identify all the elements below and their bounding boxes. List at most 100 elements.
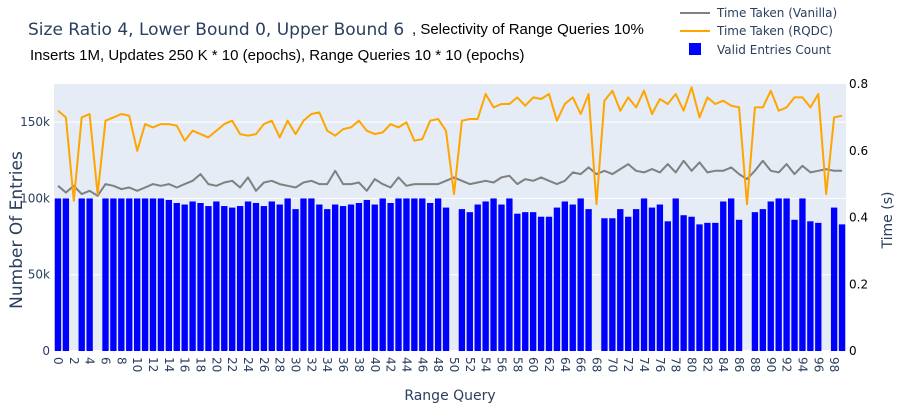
x-tick-label: 58 bbox=[510, 357, 524, 372]
bar-series bbox=[54, 198, 846, 351]
bar bbox=[371, 204, 378, 351]
bar bbox=[395, 198, 402, 351]
x-tick-label: 24 bbox=[241, 357, 255, 372]
x-tick-label: 28 bbox=[273, 357, 287, 372]
x-tick-label: 2 bbox=[67, 357, 81, 365]
x-tick-label: 48 bbox=[431, 357, 445, 372]
x-tick-label: 0 bbox=[51, 357, 65, 365]
bar bbox=[569, 204, 576, 351]
bar bbox=[252, 203, 260, 351]
bar bbox=[324, 209, 331, 351]
x-tick-label: 60 bbox=[526, 357, 540, 372]
x-tick-label: 52 bbox=[463, 357, 477, 372]
x-tick-label: 36 bbox=[336, 357, 350, 372]
y2-tick-label: 0 bbox=[849, 344, 857, 358]
x-tick-label: 10 bbox=[130, 357, 144, 372]
legend-item-valid-entries[interactable]: Valid Entries Count bbox=[689, 43, 831, 57]
bar bbox=[735, 219, 743, 351]
x-tick-label: 6 bbox=[99, 357, 113, 365]
bar bbox=[767, 201, 774, 351]
x-tick-label: 84 bbox=[716, 357, 730, 372]
bar bbox=[78, 198, 85, 351]
x-tick-label: 26 bbox=[257, 357, 271, 372]
bar bbox=[300, 198, 307, 351]
bar bbox=[799, 198, 806, 351]
bar bbox=[221, 206, 228, 351]
bar bbox=[791, 219, 798, 351]
line-rqdc bbox=[57, 86, 843, 206]
bar bbox=[640, 198, 648, 351]
x-tick-label: 66 bbox=[574, 357, 588, 372]
x-axis-ticks: 0 2 4 6 8 10 12 14 16 18 20 22 24 26 28 30 32 34 36 38 40 42 4… bbox=[51, 357, 841, 372]
bar bbox=[545, 216, 553, 351]
bar bbox=[165, 199, 173, 351]
x-tick-label: 14 bbox=[162, 357, 176, 372]
bar bbox=[522, 212, 529, 351]
bar bbox=[609, 218, 616, 351]
bar bbox=[157, 198, 165, 351]
legend-label-valid-entries: Valid Entries Count bbox=[717, 43, 831, 57]
bar bbox=[213, 201, 220, 351]
chart-title: Size Ratio 4, Lower Bound 0, Upper Bound… bbox=[28, 20, 404, 40]
legend-item-rqdc[interactable]: Time Taken (RQDC) bbox=[680, 24, 833, 38]
legend-item-vanilla[interactable]: Time Taken (Vanilla) bbox=[680, 6, 837, 20]
legend-label-rqdc: Time Taken (RQDC) bbox=[716, 24, 833, 38]
x-tick-label: 8 bbox=[114, 357, 128, 365]
bar bbox=[625, 216, 632, 351]
bar bbox=[236, 206, 244, 351]
x-tick-label: 12 bbox=[146, 357, 160, 372]
bar bbox=[86, 198, 93, 351]
bar bbox=[355, 203, 363, 351]
bar bbox=[331, 204, 339, 351]
bar bbox=[363, 199, 371, 351]
bar bbox=[442, 207, 450, 351]
bar bbox=[720, 201, 727, 351]
legend-label-vanilla: Time Taken (Vanilla) bbox=[716, 6, 837, 20]
x-tick-label: 16 bbox=[178, 357, 192, 372]
x-tick-label: 96 bbox=[811, 357, 825, 372]
bar bbox=[347, 204, 355, 351]
bar bbox=[339, 206, 347, 351]
legend-swatch-valid-entries bbox=[689, 43, 701, 55]
bar bbox=[490, 198, 497, 351]
bar bbox=[197, 203, 204, 351]
bar bbox=[110, 198, 117, 351]
x-tick-label: 30 bbox=[289, 357, 303, 372]
bar bbox=[244, 201, 252, 351]
x-tick-label: 44 bbox=[399, 357, 413, 372]
bar bbox=[514, 213, 521, 351]
x-tick-label: 42 bbox=[384, 357, 398, 372]
x-tick-label: 86 bbox=[732, 357, 746, 372]
bar bbox=[783, 198, 790, 351]
x-tick-label: 90 bbox=[764, 357, 778, 372]
bar bbox=[54, 198, 62, 351]
bar bbox=[181, 204, 188, 351]
line-vanilla bbox=[57, 159, 842, 197]
bar bbox=[656, 204, 664, 351]
bar bbox=[62, 198, 70, 351]
x-tick-label: 92 bbox=[780, 357, 794, 372]
x-tick-label: 22 bbox=[225, 357, 239, 372]
y2-axis-ticks: 0 0.2 0.4 0.6 0.8 bbox=[849, 77, 868, 358]
y2-axis-title: Time (s) bbox=[880, 192, 896, 250]
bar bbox=[775, 198, 782, 351]
x-tick-label: 88 bbox=[748, 357, 762, 372]
bar bbox=[387, 203, 394, 351]
bar bbox=[664, 221, 671, 351]
bar bbox=[553, 207, 561, 351]
y-tick-label: 50k bbox=[28, 268, 50, 282]
bar bbox=[482, 201, 489, 351]
bar bbox=[118, 198, 125, 351]
x-tick-label: 18 bbox=[194, 357, 208, 372]
bar bbox=[601, 218, 608, 351]
bar bbox=[292, 209, 299, 351]
y-tick-label: 150k bbox=[20, 115, 50, 129]
bar bbox=[680, 215, 687, 351]
bar bbox=[704, 222, 711, 351]
y2-tick-label: 0.2 bbox=[849, 277, 868, 291]
bar bbox=[102, 198, 109, 351]
bar bbox=[815, 222, 822, 351]
bar bbox=[632, 209, 640, 351]
bar bbox=[466, 212, 473, 351]
y2-tick-label: 0.6 bbox=[849, 144, 868, 158]
